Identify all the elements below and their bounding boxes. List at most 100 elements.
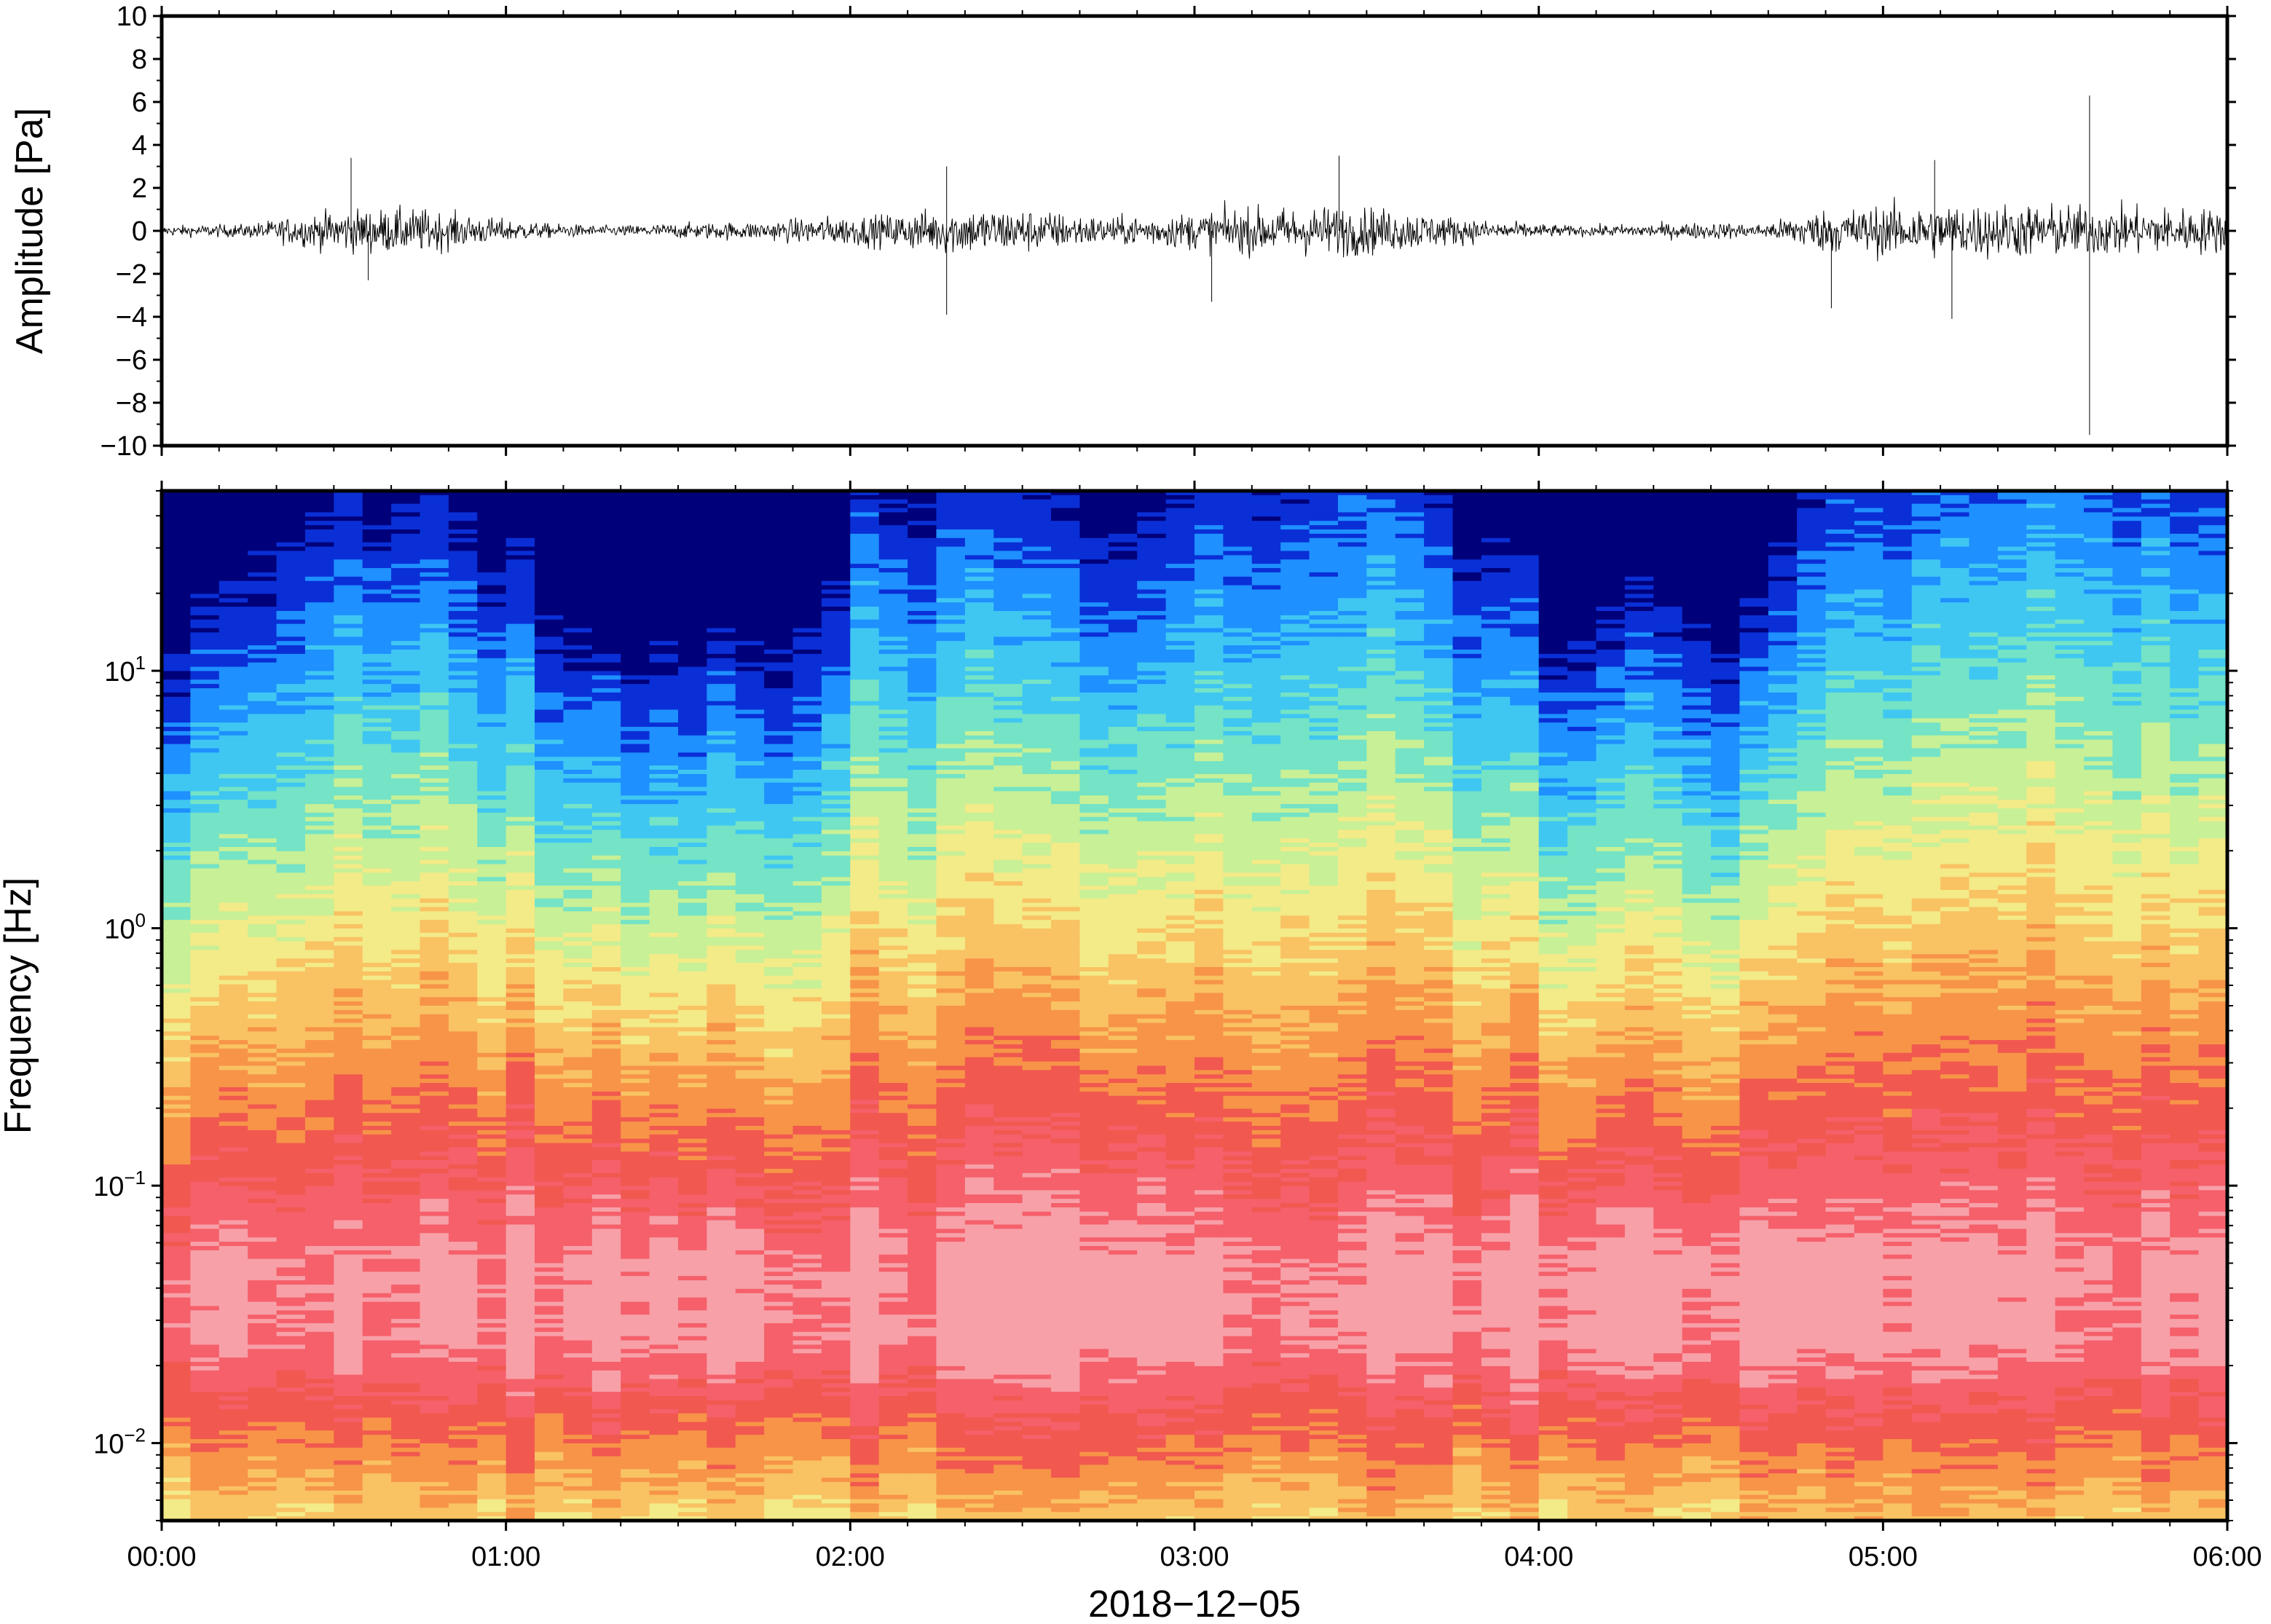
spectrogram-cell xyxy=(563,915,593,921)
spectrogram-cell xyxy=(219,1396,248,1401)
spectrogram-cell xyxy=(649,984,679,990)
spectrogram-cell xyxy=(248,709,278,714)
spectrogram-cell xyxy=(248,1177,278,1183)
spectrogram-cell xyxy=(420,709,449,714)
spectrogram-cell xyxy=(735,521,765,526)
spectrogram-cell xyxy=(591,920,621,925)
spectrogram-cell xyxy=(248,1194,278,1199)
spectrogram-cell xyxy=(621,705,650,711)
spectrogram-cell xyxy=(477,521,507,526)
spectrogram-cell xyxy=(535,1288,564,1294)
spectrogram-cell xyxy=(649,1177,679,1183)
spectrogram-cell xyxy=(649,1319,679,1324)
spectrogram-cell xyxy=(334,1001,363,1006)
spectrogram-cell xyxy=(420,757,449,762)
spectrogram-cell xyxy=(505,619,535,625)
spectrogram-cell xyxy=(190,1036,220,1041)
spectrogram-cell xyxy=(248,1108,278,1113)
spectrogram-cell xyxy=(190,945,220,951)
spectrogram-cell xyxy=(707,1229,736,1234)
spectrogram-cell xyxy=(678,1164,707,1170)
spectrogram-cell xyxy=(362,1190,392,1195)
spectrogram-cell xyxy=(649,1083,679,1088)
spectrogram-cell xyxy=(190,1156,220,1161)
spectrogram-cell xyxy=(304,757,334,762)
spectrogram-cell xyxy=(162,1091,191,1097)
spectrogram-cell xyxy=(304,821,334,827)
spectrogram-cell xyxy=(477,1229,507,1234)
spectrogram-cell xyxy=(477,1306,507,1311)
spectrogram-cell xyxy=(420,1486,449,1491)
spectrogram-cell xyxy=(678,499,707,505)
spectrogram-cell xyxy=(505,1194,535,1199)
spectrogram-cell xyxy=(190,615,220,620)
spectrogram-cell xyxy=(276,1199,306,1204)
spectrogram-cell xyxy=(649,1323,679,1328)
spectrogram-cell xyxy=(678,950,707,955)
spectrogram-cell xyxy=(334,825,363,831)
spectrogram-cell xyxy=(678,709,707,714)
spectrogram-cell xyxy=(649,1172,679,1178)
spectrogram-cell xyxy=(219,1224,248,1229)
spectrogram-cell xyxy=(591,1036,621,1041)
spectrogram-cell xyxy=(362,898,392,904)
spectrogram-cell xyxy=(190,804,220,809)
spectrogram-cell xyxy=(276,778,306,784)
spectrogram-cell xyxy=(420,1301,449,1307)
spectrogram-cell xyxy=(477,653,507,659)
spectrogram-cell xyxy=(162,1439,191,1444)
spectrogram-cell xyxy=(190,666,220,672)
spectrogram-cell xyxy=(391,730,421,736)
spectrogram-cell xyxy=(621,1301,650,1307)
spectrogram-cell xyxy=(735,568,765,573)
spectrogram-cell xyxy=(563,533,593,539)
spectrogram-cell xyxy=(190,1006,220,1011)
spectrogram-cell xyxy=(649,1362,679,1367)
spectrogram-cell xyxy=(649,1306,679,1311)
spectrogram-cell xyxy=(477,1164,507,1170)
spectrogram-cell xyxy=(276,1095,306,1101)
spectrogram-cell xyxy=(162,1288,191,1294)
spectrogram-cell xyxy=(334,864,363,870)
spectrogram-cell xyxy=(162,1396,191,1401)
spectrogram-cell xyxy=(563,1327,593,1333)
spectrogram-cell xyxy=(535,1435,564,1440)
spectrogram-cell xyxy=(304,666,334,672)
spectrogram-cell xyxy=(276,1057,306,1063)
spectrogram-cell xyxy=(391,825,421,831)
spectrogram-cell xyxy=(420,1319,449,1324)
spectrogram-cell xyxy=(649,997,679,1002)
spectrogram-cell xyxy=(276,594,306,599)
spectrogram-cell xyxy=(535,692,564,698)
spectrogram-cell xyxy=(448,1203,478,1208)
spectrogram-cell xyxy=(707,688,736,693)
spectrogram-cell xyxy=(563,1336,593,1341)
spectrogram-cell xyxy=(362,628,392,634)
spectrogram-cell xyxy=(621,1478,650,1483)
spectrogram-cell xyxy=(219,829,248,835)
spectrogram-cell xyxy=(219,610,248,616)
spectrogram-cell xyxy=(477,1451,507,1457)
spectrogram-cell xyxy=(649,748,679,753)
spectrogram-cell xyxy=(162,855,191,861)
spectrogram-cell xyxy=(420,649,449,655)
spectrogram-cell xyxy=(391,843,421,848)
spectrogram-cell xyxy=(362,1095,392,1101)
spectrogram-cell xyxy=(219,623,248,629)
spectrogram-cell xyxy=(420,1469,449,1474)
spectrogram-cell xyxy=(334,739,363,745)
spectrogram-cell xyxy=(678,1310,707,1315)
spectrogram-cell xyxy=(591,1327,621,1333)
spectrogram-cell xyxy=(334,1344,363,1349)
spectrogram-cell xyxy=(190,988,220,993)
spectrogram-cell xyxy=(276,623,306,629)
spectrogram-cell xyxy=(304,1288,334,1294)
spectrogram-cell xyxy=(334,1400,363,1406)
spectrogram-cell xyxy=(448,1143,478,1148)
spectrogram-cell xyxy=(448,911,478,916)
spectrogram-cell xyxy=(505,1199,535,1204)
spectrogram-cell xyxy=(477,1473,507,1478)
spectrogram-cell xyxy=(505,1031,535,1036)
spectrogram-cell xyxy=(477,808,507,813)
